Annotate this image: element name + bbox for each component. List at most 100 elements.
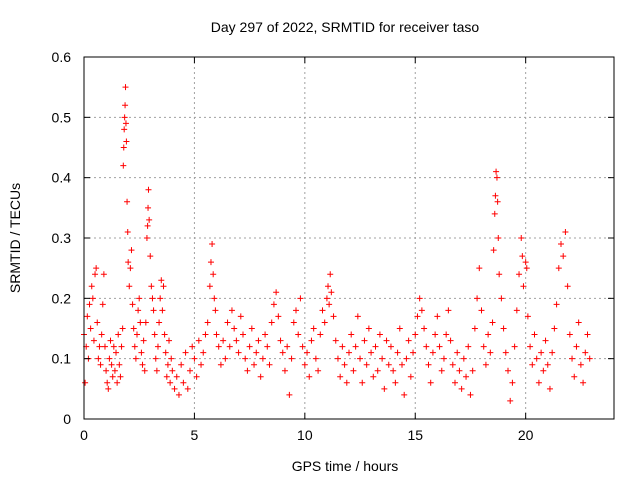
data-point bbox=[381, 385, 388, 392]
data-point bbox=[106, 355, 113, 362]
data-point bbox=[513, 307, 520, 314]
data-point bbox=[275, 313, 282, 320]
data-point bbox=[507, 397, 514, 404]
data-point bbox=[323, 295, 330, 302]
data-point bbox=[518, 235, 525, 241]
data-point bbox=[555, 265, 562, 272]
data-point bbox=[407, 373, 414, 380]
data-point bbox=[492, 192, 499, 199]
data-point bbox=[182, 349, 189, 356]
data-point bbox=[191, 355, 198, 362]
data-point bbox=[175, 391, 182, 398]
data-point bbox=[527, 343, 534, 350]
data-point bbox=[180, 379, 187, 386]
data-point bbox=[390, 367, 397, 374]
x-tick-label: 20 bbox=[518, 427, 534, 443]
data-point bbox=[277, 337, 284, 344]
data-point bbox=[240, 331, 246, 338]
data-point bbox=[337, 373, 344, 380]
data-point bbox=[148, 283, 155, 290]
data-point bbox=[235, 349, 242, 356]
data-point bbox=[178, 361, 185, 368]
data-point bbox=[330, 313, 337, 320]
data-point bbox=[156, 319, 163, 326]
data-point bbox=[460, 355, 467, 362]
data-point bbox=[144, 222, 151, 229]
data-point bbox=[509, 379, 516, 386]
data-point bbox=[363, 361, 370, 368]
data-point bbox=[429, 349, 436, 356]
data-point bbox=[226, 343, 233, 350]
data-point bbox=[361, 337, 368, 344]
data-point bbox=[244, 367, 251, 374]
data-point bbox=[121, 114, 128, 121]
data-point bbox=[566, 331, 573, 338]
data-point bbox=[332, 337, 339, 344]
data-point bbox=[376, 331, 383, 338]
data-point bbox=[211, 295, 218, 302]
data-point bbox=[341, 361, 348, 368]
data-point bbox=[383, 337, 390, 344]
data-point bbox=[113, 349, 120, 356]
data-point bbox=[546, 385, 553, 392]
x-axis-title: GPS time / hours bbox=[292, 458, 399, 474]
data-point bbox=[301, 361, 308, 368]
data-point bbox=[101, 343, 108, 350]
data-point bbox=[270, 301, 277, 308]
data-point bbox=[105, 385, 112, 392]
y-tick-label: 0.1 bbox=[52, 351, 72, 367]
data-point bbox=[104, 379, 111, 386]
data-point bbox=[542, 337, 549, 344]
data-point bbox=[231, 325, 238, 332]
data-point bbox=[187, 367, 193, 374]
data-point bbox=[387, 343, 394, 350]
data-point bbox=[310, 325, 317, 332]
data-point bbox=[421, 325, 428, 332]
data-point bbox=[354, 313, 361, 320]
data-point bbox=[374, 367, 381, 374]
data-point bbox=[306, 373, 313, 380]
data-point bbox=[443, 331, 450, 338]
data-point bbox=[160, 283, 167, 290]
data-point bbox=[206, 283, 213, 290]
data-point bbox=[533, 355, 540, 362]
data-point bbox=[491, 210, 498, 217]
y-tick-label: 0 bbox=[63, 411, 71, 427]
data-point bbox=[262, 331, 269, 338]
data-point bbox=[136, 295, 143, 302]
data-point bbox=[321, 319, 328, 326]
data-point bbox=[385, 361, 392, 368]
data-point bbox=[145, 186, 152, 193]
data-point bbox=[440, 355, 447, 362]
data-point bbox=[259, 355, 266, 362]
data-point bbox=[350, 367, 357, 374]
data-point bbox=[168, 355, 175, 362]
data-point bbox=[494, 198, 501, 205]
data-point bbox=[293, 307, 299, 314]
data-point bbox=[210, 271, 217, 278]
data-point bbox=[577, 361, 584, 368]
data-point bbox=[107, 337, 114, 344]
data-point bbox=[482, 361, 489, 368]
data-point bbox=[132, 355, 139, 362]
data-point bbox=[212, 307, 219, 314]
data-point bbox=[520, 283, 527, 290]
data-point bbox=[152, 355, 159, 362]
data-point bbox=[496, 271, 503, 278]
data-point bbox=[558, 241, 564, 248]
data-point bbox=[392, 379, 399, 386]
data-point bbox=[478, 307, 485, 314]
data-point bbox=[299, 343, 306, 350]
data-point bbox=[279, 349, 286, 356]
data-point bbox=[412, 331, 419, 338]
data-point bbox=[416, 295, 423, 302]
data-point bbox=[120, 162, 127, 169]
data-point bbox=[253, 349, 260, 356]
data-point bbox=[141, 367, 148, 374]
data-point bbox=[111, 367, 118, 374]
data-point bbox=[427, 379, 434, 386]
data-point bbox=[139, 361, 146, 368]
data-point bbox=[573, 343, 580, 350]
data-point bbox=[575, 319, 582, 326]
data-point bbox=[586, 355, 593, 362]
